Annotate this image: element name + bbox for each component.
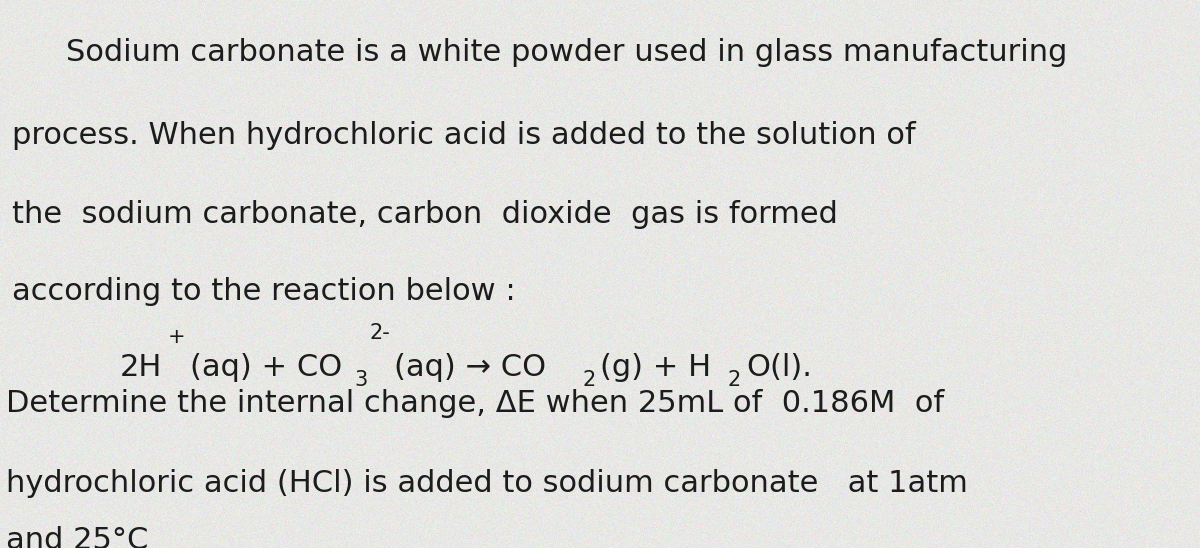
Text: +: +	[168, 327, 186, 347]
Text: 3: 3	[354, 370, 367, 390]
Text: Sodium carbonate is a white powder used in glass manufacturing: Sodium carbonate is a white powder used …	[66, 38, 1067, 67]
Text: (aq) → CO: (aq) → CO	[394, 353, 546, 383]
Text: 2: 2	[582, 370, 595, 390]
Text: the  sodium carbonate, carbon  dioxide  gas is formed: the sodium carbonate, carbon dioxide gas…	[12, 200, 838, 229]
Text: Determine the internal change, ΔE when 25mL of  0.186M  of: Determine the internal change, ΔE when 2…	[6, 389, 944, 418]
Text: (g) + H: (g) + H	[600, 353, 712, 383]
Text: O(l).: O(l).	[746, 353, 812, 383]
Text: (aq) + CO: (aq) + CO	[190, 353, 342, 383]
Text: and 25°C: and 25°C	[6, 526, 149, 548]
Text: 2-: 2-	[370, 323, 390, 343]
Text: 2H: 2H	[120, 353, 162, 383]
Text: according to the reaction below :: according to the reaction below :	[12, 277, 516, 306]
Text: 2: 2	[727, 370, 740, 390]
Text: process. When hydrochloric acid is added to the solution of: process. When hydrochloric acid is added…	[12, 121, 916, 150]
Text: hydrochloric acid (HCl) is added to sodium carbonate   at 1atm: hydrochloric acid (HCl) is added to sodi…	[6, 469, 968, 498]
